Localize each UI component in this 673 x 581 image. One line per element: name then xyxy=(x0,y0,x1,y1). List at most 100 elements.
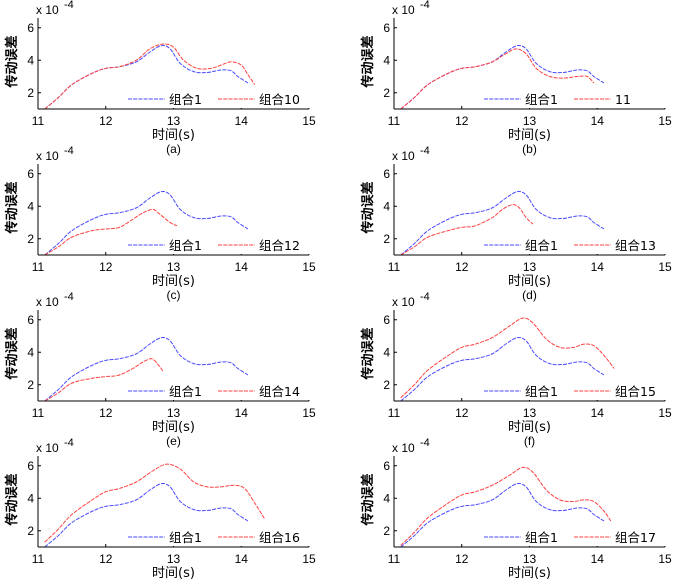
legend-entry-0: 组合1 xyxy=(169,238,202,253)
x-axis-label: 时间(s) xyxy=(152,566,195,581)
x-tick-label: 15 xyxy=(658,114,672,128)
legend-box xyxy=(124,527,310,546)
legend-entry-1: 组合16 xyxy=(259,530,300,545)
y-tick-label: 6 xyxy=(27,21,34,35)
legend: 组合1 组合16 xyxy=(124,527,310,546)
y-tick-label: 2 xyxy=(383,524,390,538)
x-tick-label: 12 xyxy=(455,114,469,128)
y-scale-exponent: -4 xyxy=(420,437,430,449)
series-line-0 xyxy=(44,482,249,548)
legend-entry-0: 组合1 xyxy=(525,92,558,107)
panel-caption: (f) xyxy=(524,434,535,448)
x-tick-label: 15 xyxy=(302,552,316,566)
series-line-1 xyxy=(400,317,615,399)
y-tick-label: 4 xyxy=(27,491,34,505)
y-tick-label: 6 xyxy=(383,21,390,35)
x-tick-label: 13 xyxy=(167,552,181,566)
x-tick-label: 13 xyxy=(523,406,537,420)
y-tick-label: 2 xyxy=(383,232,390,246)
y-tick-label: 6 xyxy=(27,313,34,327)
x-tick-label: 13 xyxy=(167,114,181,128)
series-line-0 xyxy=(44,190,249,256)
y-scale-label: x 10 xyxy=(36,441,59,455)
y-axis-label: 传动误差 xyxy=(360,473,376,526)
x-tick-label: 12 xyxy=(99,114,113,128)
panel-caption: (e) xyxy=(166,434,181,448)
legend-entry-1: 组合14 xyxy=(259,384,300,399)
y-tick-label: 4 xyxy=(27,53,34,67)
y-axis-label: 传动误差 xyxy=(360,327,376,380)
y-scale-label: x 10 xyxy=(392,149,415,163)
x-tick-label: 14 xyxy=(591,260,605,274)
legend: 组合1 组合15 xyxy=(480,381,666,400)
legend-entry-1: 组合13 xyxy=(615,238,656,253)
x-axis-label: 时间(s) xyxy=(152,128,195,143)
legend: 组合1 组合13 xyxy=(480,235,666,254)
legend-entry-0: 组合1 xyxy=(169,530,202,545)
legend: 组合1 组合17 xyxy=(480,527,666,546)
y-scale-label: x 10 xyxy=(36,295,59,309)
y-tick-label: 2 xyxy=(383,378,390,392)
y-tick-label: 4 xyxy=(27,345,34,359)
x-axis-label: 时间(s) xyxy=(508,420,551,435)
panel-caption: (a) xyxy=(166,142,181,156)
legend: 组合1 组合10 xyxy=(124,89,310,108)
legend: 组合1 组合12 xyxy=(124,235,310,254)
x-tick-label: 12 xyxy=(455,552,469,566)
legend-entry-0: 组合1 xyxy=(525,530,558,545)
panel-caption: (c) xyxy=(167,288,181,302)
series-line-1 xyxy=(400,48,595,110)
x-tick-label: 11 xyxy=(32,552,45,566)
x-tick-label: 11 xyxy=(32,406,45,420)
legend-entry-1: 11 xyxy=(615,92,631,107)
legend-box xyxy=(124,235,310,254)
x-tick-label: 14 xyxy=(235,260,249,274)
series-line-1 xyxy=(44,208,178,256)
x-tick-label: 12 xyxy=(99,406,113,420)
x-tick-label: 11 xyxy=(388,260,401,274)
y-axis-label: 传动误差 xyxy=(4,327,20,380)
y-scale-label: x 10 xyxy=(392,3,415,17)
y-axis-label: 传动误差 xyxy=(360,35,376,88)
y-axis-label: 传动误差 xyxy=(4,473,20,526)
x-axis-label: 时间(s) xyxy=(508,566,551,581)
series-line-0 xyxy=(400,190,605,256)
x-tick-label: 15 xyxy=(658,406,672,420)
x-tick-label: 11 xyxy=(32,260,45,274)
legend-entry-1: 组合12 xyxy=(259,238,300,253)
x-tick-label: 14 xyxy=(591,406,605,420)
x-tick-label: 14 xyxy=(235,552,249,566)
x-tick-label: 15 xyxy=(302,114,316,128)
legend-entry-0: 组合1 xyxy=(525,238,558,253)
legend-box xyxy=(124,381,310,400)
series-line-0 xyxy=(44,336,249,402)
y-scale-label: x 10 xyxy=(392,441,415,455)
y-tick-label: 6 xyxy=(383,459,390,473)
y-tick-label: 4 xyxy=(383,53,390,67)
x-axis-label: 时间(s) xyxy=(508,128,551,143)
y-scale-exponent: -4 xyxy=(64,0,74,11)
legend-entry-0: 组合1 xyxy=(525,384,558,399)
x-tick-label: 12 xyxy=(455,406,469,420)
x-tick-label: 13 xyxy=(167,406,181,420)
x-axis-label: 时间(s) xyxy=(508,274,551,289)
y-tick-label: 4 xyxy=(27,199,34,213)
series-line-1 xyxy=(400,466,612,546)
series-line-1 xyxy=(400,204,534,256)
series-line-0 xyxy=(400,482,605,548)
y-axis-label: 传动误差 xyxy=(4,181,20,234)
x-tick-label: 13 xyxy=(523,260,537,274)
y-tick-label: 4 xyxy=(383,199,390,213)
x-tick-label: 15 xyxy=(658,552,672,566)
y-tick-label: 6 xyxy=(383,313,390,327)
y-scale-exponent: -4 xyxy=(420,291,430,303)
series-line-0 xyxy=(400,336,605,402)
x-tick-label: 11 xyxy=(388,406,401,420)
y-tick-label: 4 xyxy=(383,491,390,505)
x-tick-label: 13 xyxy=(523,114,537,128)
y-scale-exponent: -4 xyxy=(64,437,74,449)
y-axis-label: 传动误差 xyxy=(4,35,20,88)
series-line-1 xyxy=(44,463,266,543)
